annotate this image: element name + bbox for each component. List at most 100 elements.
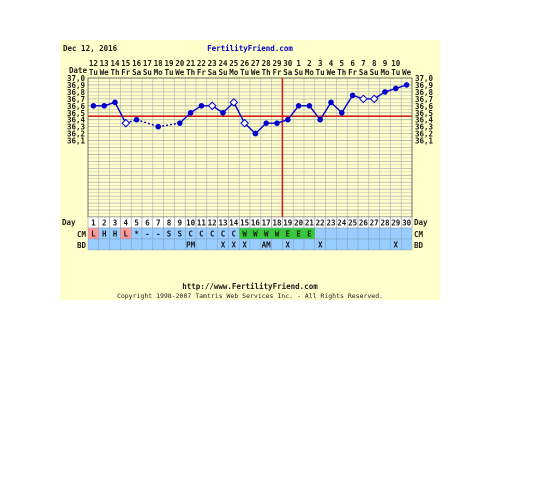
day-number: 25 — [348, 219, 357, 228]
date-label: 13 — [100, 59, 110, 68]
temperature-segment — [341, 95, 354, 114]
weekday-label: Th — [186, 68, 195, 77]
bd-value: X — [232, 241, 237, 250]
temperature-point — [339, 109, 345, 116]
cm-value: S — [178, 230, 183, 239]
weekday-label: We — [251, 68, 261, 77]
temperature-point — [349, 92, 356, 99]
weekday-label: Mo — [380, 68, 390, 77]
date-label: 2 — [307, 59, 312, 68]
date-label: 27 — [251, 59, 260, 68]
temperature-point — [382, 89, 388, 95]
bd-cell — [109, 238, 121, 251]
bd-cell — [98, 238, 110, 251]
date-label: 19 — [164, 59, 174, 68]
y-tick-label-right: 36,7 — [415, 95, 433, 104]
day-number: 4 — [124, 219, 129, 228]
cm-value: C — [232, 230, 237, 239]
observation-rows: 1 2 3 4 5 6 7 8 9 10 11 12 13 14 15 16 17 18 19 20 21 22 23 24 2… — [87, 216, 413, 251]
cm-value: H — [102, 230, 107, 239]
temperature-point-open — [359, 94, 368, 104]
y-tick-label-right: 36,1 — [415, 137, 434, 146]
cm-value: E — [296, 230, 301, 239]
temperature-point — [295, 103, 302, 109]
date-label: 8 — [372, 59, 377, 68]
date-label: 9 — [383, 59, 388, 68]
bd-row-label-right: BD — [414, 241, 424, 250]
weekday-label: Sa — [208, 68, 218, 77]
day-number: 30 — [402, 219, 412, 228]
cm-cell — [325, 227, 337, 240]
temperature-point-open — [369, 94, 379, 104]
cm-cell — [390, 227, 402, 240]
bd-value: X — [242, 241, 247, 250]
bd-value: X — [394, 241, 399, 250]
bd-cell — [163, 238, 175, 251]
weekday-label: Su — [143, 68, 152, 77]
date-label: 18 — [154, 59, 164, 68]
day-number: 17 — [262, 219, 271, 228]
bd-value: X — [318, 241, 323, 250]
date-label: 20 — [175, 59, 185, 68]
footer-url[interactable]: http://www.FertilityFriend.com — [182, 282, 318, 291]
day-number: 13 — [218, 219, 228, 228]
day-number: 18 — [272, 219, 282, 228]
date-label: 24 — [218, 59, 228, 68]
day-number: 10 — [186, 219, 196, 228]
weekday-label: Sa — [132, 68, 142, 77]
date-row-label: Date — [69, 66, 88, 75]
weekday-label: Mo — [154, 68, 164, 77]
weekday-label: Tu — [391, 68, 400, 77]
weekday-label: Fr — [197, 68, 207, 77]
cm-value: * — [134, 230, 139, 239]
cm-cell — [379, 227, 391, 240]
day-number: 24 — [337, 219, 347, 228]
temperature-segment — [308, 105, 321, 121]
day-number: 8 — [167, 219, 172, 228]
day-number: 6 — [145, 219, 150, 228]
y-tick-label-left: 36,5 — [67, 109, 85, 118]
y-tick-label-right: 36,4 — [415, 116, 434, 125]
temperature-segment — [319, 101, 332, 121]
cm-value: C — [199, 230, 204, 239]
bd-cell — [347, 238, 359, 251]
cm-cell — [401, 227, 413, 240]
cm-cell — [336, 227, 348, 240]
weekday-label: Fr — [348, 68, 358, 77]
weekday-label: Su — [370, 68, 379, 77]
day-number: 2 — [102, 219, 107, 228]
weekday-label: Sa — [359, 68, 369, 77]
cm-value: L — [91, 230, 96, 239]
temperature-point — [393, 85, 399, 92]
bd-cell — [357, 238, 370, 251]
date-label: 14 — [110, 59, 120, 68]
reference-lines — [88, 78, 412, 217]
bd-cell — [195, 238, 208, 251]
y-tick-label-right: 36,6 — [415, 102, 434, 111]
temperature-segment — [287, 105, 300, 121]
date-label: 7 — [361, 59, 366, 68]
day-number: 9 — [178, 219, 183, 228]
weekday-label: We — [100, 68, 110, 77]
cm-value: H — [113, 230, 118, 239]
day-number: 20 — [294, 219, 304, 228]
temperature-point — [187, 109, 194, 116]
y-tick-label-right: 36,9 — [415, 81, 434, 90]
date-label: 25 — [229, 59, 238, 68]
temperature-point — [198, 103, 205, 109]
temperature-point — [263, 120, 270, 126]
day-number: 27 — [370, 219, 379, 228]
day-number: 15 — [240, 219, 249, 228]
temperature-point — [252, 130, 259, 137]
day-number: 23 — [326, 219, 336, 228]
weekday-label: We — [326, 68, 336, 77]
day-number: 12 — [208, 219, 217, 228]
date-label: 3 — [318, 59, 323, 68]
day-number: 1 — [91, 219, 96, 228]
temperature-point — [101, 103, 107, 109]
cm-cell — [347, 227, 359, 240]
weekday-label: Fr — [272, 68, 282, 77]
bd-cell — [174, 238, 186, 251]
date-label: 15 — [121, 59, 130, 68]
